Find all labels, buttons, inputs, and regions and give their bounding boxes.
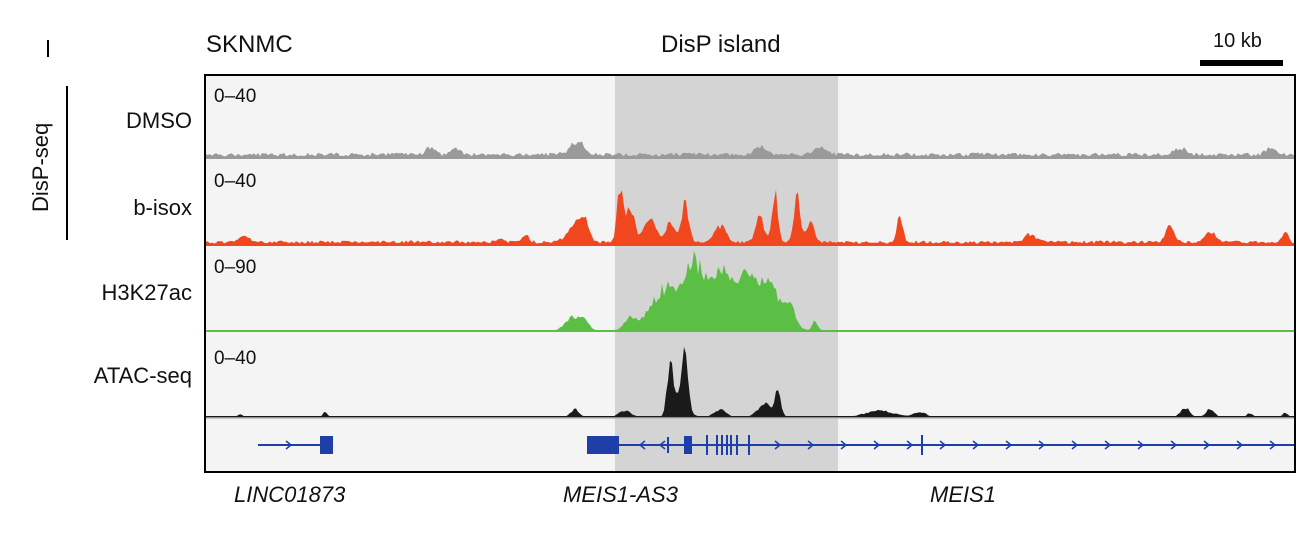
strand-arrow (906, 440, 914, 450)
track-label-h3k27ac: H3K27ac (101, 280, 192, 305)
strand-arrow (807, 440, 815, 450)
strand-arrow (840, 440, 848, 450)
gene-label-meis1: MEIS1 (930, 482, 997, 507)
gene-label-linc01873: LINC01873 (234, 482, 346, 507)
signal-track-dmso (206, 141, 1294, 158)
group-bracket (66, 86, 68, 240)
gene-models (258, 435, 1294, 455)
scale-bar (1200, 60, 1283, 66)
region-label: DisP island (661, 31, 781, 58)
track-label-b-isox: b-isox (133, 195, 192, 220)
signal-track-h3k27ac (206, 251, 1294, 331)
strand-arrow (873, 440, 881, 450)
signal-tracks (206, 141, 1294, 418)
strand-arrow (1071, 440, 1079, 450)
strand-arrow (1005, 440, 1013, 450)
strand-arrow (1104, 440, 1112, 450)
scale-bar-label: 10 kb (1213, 30, 1262, 52)
strand-arrow (638, 440, 646, 450)
strand-arrow (1137, 440, 1145, 450)
track-range-b-isox: 0–40 (214, 171, 257, 192)
strand-arrow (1170, 440, 1178, 450)
track-range-h3k27ac: 0–90 (214, 257, 257, 278)
gene-label-meis1-as3: MEIS1-AS3 (563, 482, 678, 507)
track-label-atac-seq: ATAC-seq (93, 363, 192, 388)
corner-tick (47, 40, 49, 57)
exon-meis1 (684, 436, 692, 454)
exon-linc01873 (320, 436, 333, 454)
strand-arrow (972, 440, 980, 450)
signal-track-atac-seq (206, 347, 1294, 417)
track-label-dmso: DMSO (126, 108, 192, 133)
track-range-atac-seq: 0–40 (214, 348, 257, 369)
strand-arrow (1038, 440, 1046, 450)
strand-arrow (285, 440, 293, 450)
track-range-dmso: 0–40 (214, 86, 257, 107)
strand-arrow (774, 440, 782, 450)
strand-arrow (658, 440, 666, 450)
cell-line-label: SKNMC (206, 31, 293, 58)
exon-meis1-as3 (587, 436, 619, 454)
panel-frame (204, 74, 1296, 473)
strand-arrow (1203, 440, 1211, 450)
strand-arrow (1236, 440, 1244, 450)
strand-arrow (1269, 440, 1277, 450)
strand-arrow (939, 440, 947, 450)
